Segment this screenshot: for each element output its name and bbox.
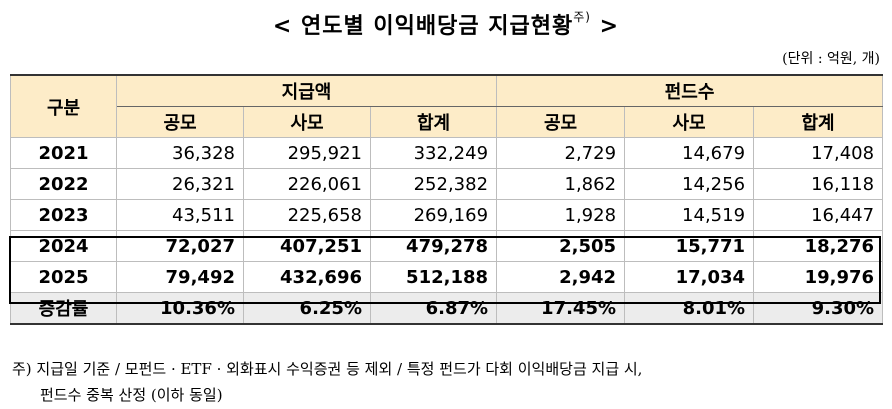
value-cell: 14,519 <box>624 199 755 231</box>
growth-rate-row: 증감률 10.36% 6.25% 6.87% 17.45% 8.01% 9.30… <box>10 292 884 325</box>
year-cell: 2025 <box>10 261 117 293</box>
footnote-line-1: 주) 지급일 기준 / 모펀드 · ETF · 외화표시 수익증권 등 제외 /… <box>12 360 643 378</box>
value-cell: 16,447 <box>753 199 884 231</box>
value-cell: 17,408 <box>753 137 884 169</box>
footnote: 주) 지급일 기준 / 모펀드 · ETF · 외화표시 수익증권 등 제외 /… <box>12 356 884 408</box>
year-cell: 2023 <box>10 199 117 231</box>
growth-rate-label: 증감률 <box>10 292 117 325</box>
table-row: 2023 43,511 225,658 269,169 1,928 14,519… <box>10 199 884 231</box>
page-title: < 연도별 이익배당금 지급현황주) > <box>0 8 892 40</box>
value-cell: 18,276 <box>753 230 884 262</box>
value-cell: 225,658 <box>243 199 371 231</box>
subheader-funds-private: 사모 <box>624 106 755 138</box>
value-cell: 1,928 <box>496 199 626 231</box>
value-cell: 2,505 <box>496 230 626 262</box>
rate-cell: 8.01% <box>624 292 755 325</box>
subheader-payment-total: 합계 <box>369 106 498 138</box>
year-cell: 2021 <box>10 137 117 169</box>
group-header-payment: 지급액 <box>115 74 498 107</box>
value-cell: 332,249 <box>369 137 498 169</box>
rate-cell: 17.45% <box>496 292 626 325</box>
value-cell: 14,256 <box>624 168 755 200</box>
year-cell: 2024 <box>10 230 117 262</box>
table-row-highlighted: 2025 79,492 432,696 512,188 2,942 17,034… <box>10 261 884 293</box>
value-cell: 72,027 <box>116 230 244 262</box>
value-cell: 36,328 <box>116 137 244 169</box>
value-cell: 512,188 <box>369 261 498 293</box>
value-cell: 407,251 <box>243 230 371 262</box>
year-cell: 2022 <box>10 168 117 200</box>
header-row-1: 구분 지급액 펀드수 <box>10 74 884 138</box>
value-cell: 269,169 <box>369 199 498 231</box>
value-cell: 14,679 <box>624 137 755 169</box>
value-cell: 432,696 <box>243 261 371 293</box>
title-text: < 연도별 이익배당금 지급현황 <box>272 14 574 39</box>
unit-label: (단위 : 억원, 개) <box>782 51 880 67</box>
rate-cell: 6.25% <box>243 292 371 325</box>
rate-cell: 9.30% <box>753 292 884 325</box>
table-row-highlighted: 2024 72,027 407,251 479,278 2,505 15,771… <box>10 230 884 262</box>
value-cell: 26,321 <box>116 168 244 200</box>
value-cell: 2,942 <box>496 261 626 293</box>
value-cell: 15,771 <box>624 230 755 262</box>
footnote-line-2: 펀드수 중복 산정 (이하 동일) <box>40 386 223 404</box>
group-header-fund-count: 펀드수 <box>496 74 884 107</box>
subheader-funds-total: 합계 <box>753 106 884 138</box>
subheader-funds-public: 공모 <box>496 106 626 138</box>
row-header-label: 구분 <box>10 74 117 138</box>
dividend-table: 구분 지급액 펀드수 공모 사모 합계 공모 사모 합계 2021 36,328… <box>10 74 884 325</box>
title-close: > <box>599 14 620 39</box>
header-row-2: 공모 사모 합계 공모 사모 합계 <box>11 106 884 138</box>
table-row: 2022 26,321 226,061 252,382 1,862 14,256… <box>10 168 884 200</box>
table-row: 2021 36,328 295,921 332,249 2,729 14,679… <box>10 137 884 169</box>
rate-cell: 6.87% <box>369 292 498 325</box>
value-cell: 17,034 <box>624 261 755 293</box>
title-footnote-mark: 주) <box>573 9 591 24</box>
value-cell: 79,492 <box>116 261 244 293</box>
value-cell: 479,278 <box>369 230 498 262</box>
subheader-payment-private: 사모 <box>243 106 371 138</box>
value-cell: 252,382 <box>369 168 498 200</box>
value-cell: 19,976 <box>753 261 884 293</box>
value-cell: 295,921 <box>243 137 371 169</box>
rate-cell: 10.36% <box>116 292 244 325</box>
value-cell: 16,118 <box>753 168 884 200</box>
value-cell: 2,729 <box>496 137 626 169</box>
value-cell: 226,061 <box>243 168 371 200</box>
subheader-payment-public: 공모 <box>116 106 244 138</box>
value-cell: 1,862 <box>496 168 626 200</box>
value-cell: 43,511 <box>116 199 244 231</box>
